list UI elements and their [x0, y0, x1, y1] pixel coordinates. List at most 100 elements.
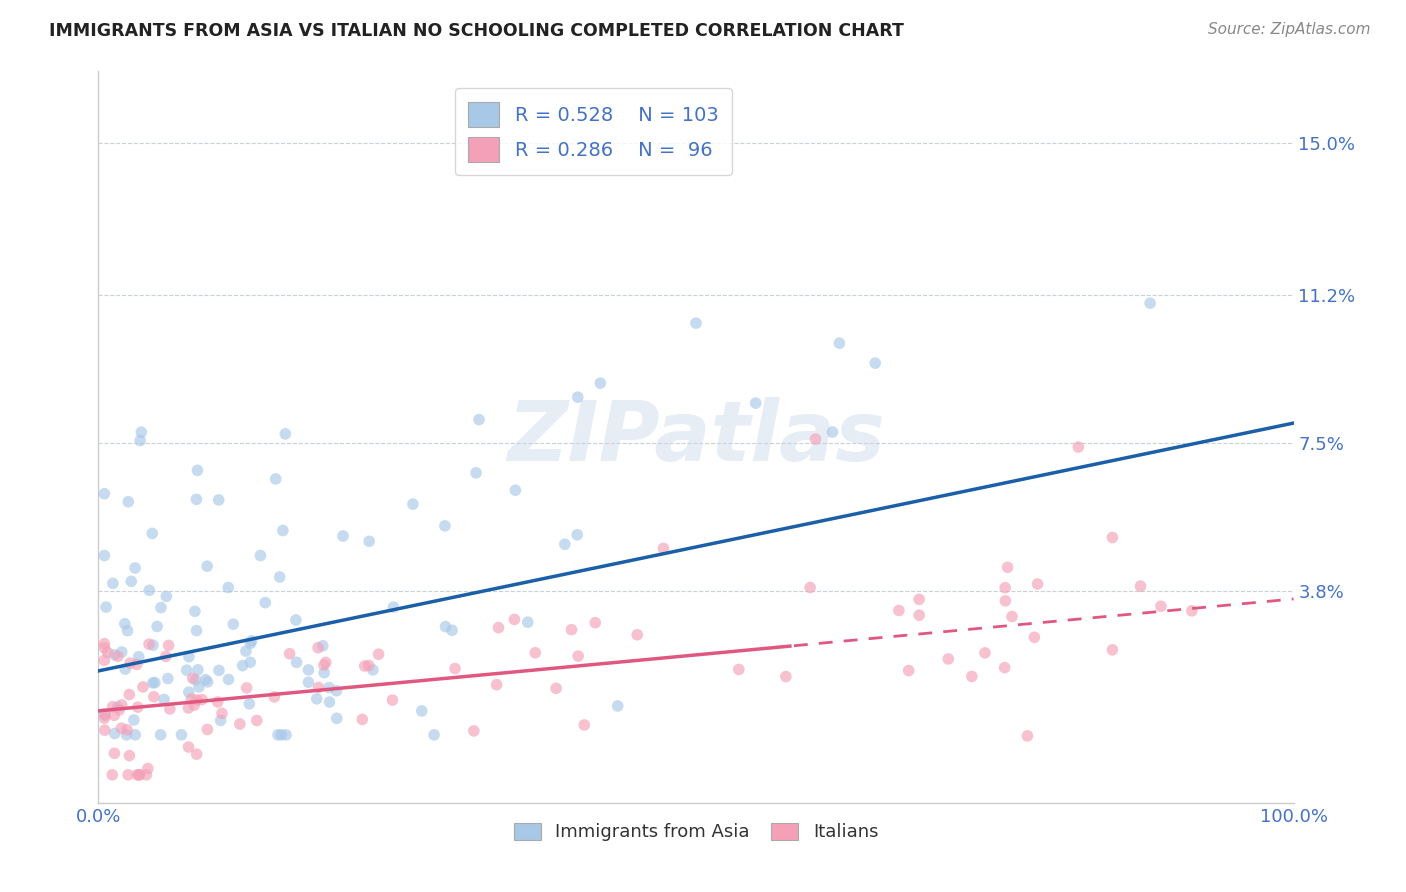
Point: [197, 723, 219, 737]
Point: [208, 664, 231, 678]
Point: [297, 663, 319, 677]
Point: [238, 697, 260, 711]
Point: [120, 574, 142, 589]
Point: [153, 692, 176, 706]
Point: [111, 698, 134, 712]
Point: [488, 621, 510, 635]
Point: [101, 576, 124, 591]
Point: [93, 706, 115, 721]
Point: [186, 624, 208, 638]
Legend: Immigrants from Asia, Italians: Immigrants from Asia, Italians: [506, 815, 886, 848]
Point: [554, 537, 576, 551]
Point: [444, 661, 467, 675]
Point: [485, 678, 508, 692]
Point: [170, 728, 193, 742]
Point: [865, 356, 887, 370]
Point: [103, 648, 125, 662]
Point: [775, 670, 797, 684]
Point: [177, 685, 200, 699]
Point: [142, 690, 165, 704]
Point: [745, 396, 768, 410]
Point: [240, 633, 263, 648]
Point: [1026, 577, 1049, 591]
Point: [264, 472, 287, 486]
Point: [305, 691, 328, 706]
Point: [186, 747, 208, 761]
Point: [524, 646, 547, 660]
Point: [197, 674, 219, 689]
Point: [188, 680, 211, 694]
Point: [94, 708, 117, 723]
Point: [127, 700, 149, 714]
Point: [195, 559, 218, 574]
Point: [93, 549, 115, 563]
Point: [468, 412, 491, 426]
Point: [997, 560, 1019, 574]
Point: [994, 581, 1017, 595]
Point: [218, 673, 240, 687]
Point: [125, 657, 148, 672]
Point: [186, 492, 208, 507]
Point: [727, 663, 749, 677]
Point: [232, 658, 254, 673]
Point: [222, 617, 245, 632]
Point: [239, 636, 262, 650]
Point: [1129, 579, 1152, 593]
Point: [176, 663, 198, 677]
Point: [318, 681, 340, 695]
Point: [93, 640, 115, 655]
Point: [101, 699, 124, 714]
Point: [799, 581, 821, 595]
Point: [307, 681, 329, 695]
Point: [103, 746, 125, 760]
Point: [132, 680, 155, 694]
Point: [107, 649, 129, 664]
Point: [546, 681, 568, 696]
Point: [93, 711, 115, 725]
Point: [155, 649, 177, 664]
Point: [284, 613, 307, 627]
Point: [652, 541, 675, 556]
Point: [567, 528, 589, 542]
Point: [138, 637, 160, 651]
Point: [606, 698, 628, 713]
Text: Source: ZipAtlas.com: Source: ZipAtlas.com: [1208, 22, 1371, 37]
Point: [181, 671, 204, 685]
Point: [235, 644, 257, 658]
Point: [187, 663, 209, 677]
Point: [994, 594, 1017, 608]
Point: [381, 693, 404, 707]
Point: [249, 549, 271, 563]
Point: [441, 624, 464, 638]
Point: [361, 663, 384, 677]
Point: [209, 714, 232, 728]
Point: [307, 640, 329, 655]
Point: [141, 526, 163, 541]
Point: [314, 665, 336, 680]
Point: [1101, 531, 1123, 545]
Point: [685, 316, 707, 330]
Point: [254, 596, 277, 610]
Point: [184, 673, 207, 687]
Point: [177, 649, 200, 664]
Point: [567, 390, 589, 404]
Point: [194, 673, 217, 687]
Point: [115, 723, 138, 737]
Point: [382, 600, 405, 615]
Point: [411, 704, 433, 718]
Point: [159, 702, 181, 716]
Point: [135, 768, 157, 782]
Point: [229, 717, 252, 731]
Point: [574, 718, 596, 732]
Point: [93, 653, 115, 667]
Point: [897, 664, 920, 678]
Point: [128, 768, 150, 782]
Point: [589, 376, 612, 391]
Point: [271, 524, 294, 538]
Point: [208, 492, 231, 507]
Point: [115, 728, 138, 742]
Point: [312, 639, 335, 653]
Point: [505, 483, 527, 498]
Point: [423, 728, 446, 742]
Point: [150, 600, 173, 615]
